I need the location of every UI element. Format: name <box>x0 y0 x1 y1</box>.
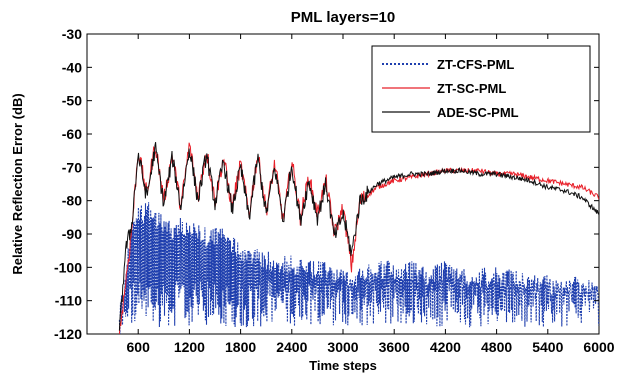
y-tick-label: -30 <box>62 26 82 42</box>
x-tick-label: 4800 <box>481 339 512 355</box>
series-layer <box>118 142 600 335</box>
chart-title: PML layers=10 <box>291 9 395 26</box>
legend-label-0: ZT-CFS-PML <box>437 57 514 72</box>
x-tick-label: 2400 <box>276 339 307 355</box>
x-axis-label: Time steps <box>309 358 377 373</box>
legend-label-1: ZT-SC-PML <box>437 81 506 96</box>
y-tick-label: -110 <box>55 293 82 309</box>
x-tick-label: 4200 <box>430 339 461 355</box>
y-tick-label: -50 <box>62 93 82 109</box>
y-tick-label: -60 <box>62 126 82 142</box>
tick-layer: 600 1200 1800 2400 3000 3600 4200 4800 5400 6000 -… <box>54 26 615 355</box>
y-tick-label: -70 <box>62 159 82 175</box>
series-line-2 <box>118 142 600 331</box>
legend: ZT-CFS-PML ZT-SC-PML ADE-SC-PML <box>371 45 591 133</box>
x-tick-label: 5400 <box>532 339 563 355</box>
y-tick-label: -90 <box>62 226 82 242</box>
y-tick-label: -100 <box>54 259 82 275</box>
x-tick-label: 6000 <box>583 339 614 355</box>
y-tick-label: -40 <box>62 59 82 75</box>
x-tick-label: 3600 <box>379 339 410 355</box>
y-tick-label: -120 <box>54 326 82 342</box>
x-tick-label: 600 <box>127 339 151 355</box>
x-tick-label: 3000 <box>327 339 358 355</box>
y-axis-label: Relative Reflection Error (dB) <box>10 93 25 274</box>
y-tick-label: -80 <box>62 193 82 209</box>
legend-label-2: ADE-SC-PML <box>437 105 519 120</box>
x-tick-label: 1200 <box>174 339 205 355</box>
legend-box <box>371 45 591 133</box>
x-tick-label: 1800 <box>225 339 256 355</box>
series-line-0 <box>118 202 600 335</box>
